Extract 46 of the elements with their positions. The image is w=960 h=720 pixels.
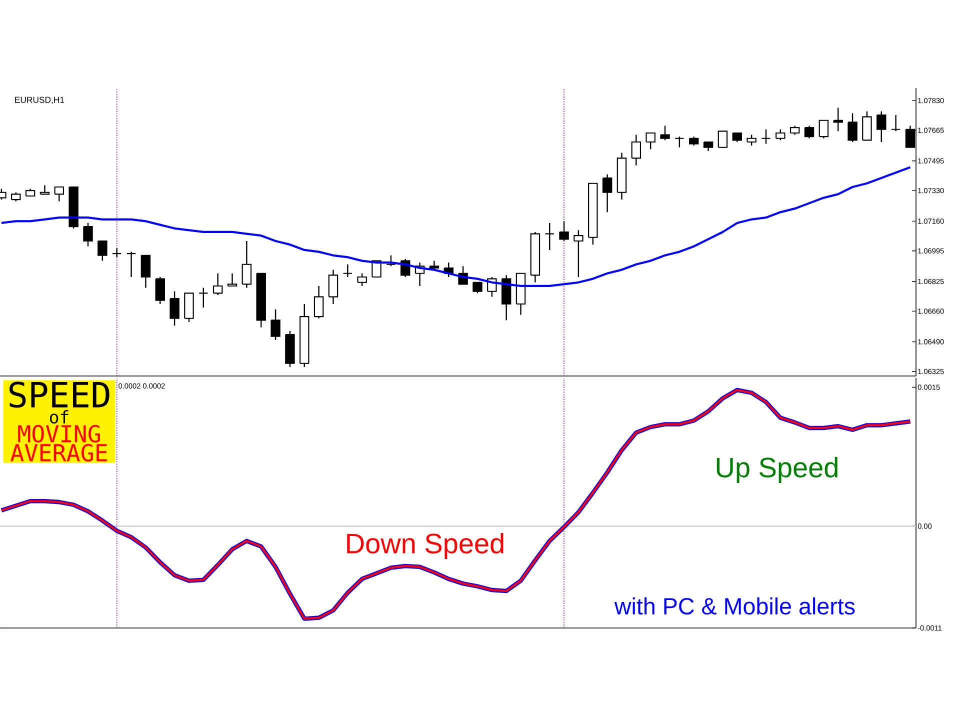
candlestick <box>848 112 858 143</box>
candlestick <box>170 290 180 326</box>
candlestick <box>646 132 656 150</box>
candlestick <box>544 222 554 251</box>
candlestick <box>703 141 714 152</box>
annotation: SPEED <box>9 382 110 408</box>
candlestick <box>761 128 771 144</box>
text: EURUSD,H1 <box>15 96 64 104</box>
candlestick <box>227 272 238 287</box>
candlestick <box>342 264 353 278</box>
candlestick <box>862 110 872 141</box>
candlestick <box>804 125 814 139</box>
candlestick <box>559 220 569 242</box>
annotation: Up Speed <box>716 456 838 484</box>
candlestick <box>386 254 396 267</box>
candlestick <box>776 128 786 141</box>
candlestick <box>574 230 584 278</box>
candlestick <box>98 240 108 262</box>
candlestick <box>718 130 728 148</box>
candlestick <box>631 134 642 166</box>
candlestick <box>83 222 93 247</box>
candlestick <box>155 276 165 305</box>
annotation: MOVING AVERAGE <box>10 424 107 462</box>
candlestick <box>890 114 901 132</box>
candlestick <box>357 272 367 287</box>
annotation: Down Speed <box>347 532 504 560</box>
candlestick <box>688 136 699 146</box>
candlestick <box>212 272 223 296</box>
candlestick <box>660 125 670 141</box>
candlestick <box>328 269 338 305</box>
candlestick <box>270 308 280 341</box>
candlestick <box>818 120 829 139</box>
annotation: of <box>50 410 68 424</box>
candlestick <box>674 136 684 148</box>
candlestick <box>602 174 612 213</box>
candlestick <box>242 240 252 288</box>
annotation: with PC & Mobile alerts <box>614 597 855 615</box>
candlestick <box>140 254 151 288</box>
candlestick <box>54 186 64 202</box>
candlestick <box>746 134 756 146</box>
candlestick <box>314 285 324 319</box>
candlestick <box>198 287 208 308</box>
candlestick <box>126 251 136 278</box>
candlestick <box>876 110 886 143</box>
candlestick <box>472 282 482 294</box>
candlestick <box>790 125 800 136</box>
